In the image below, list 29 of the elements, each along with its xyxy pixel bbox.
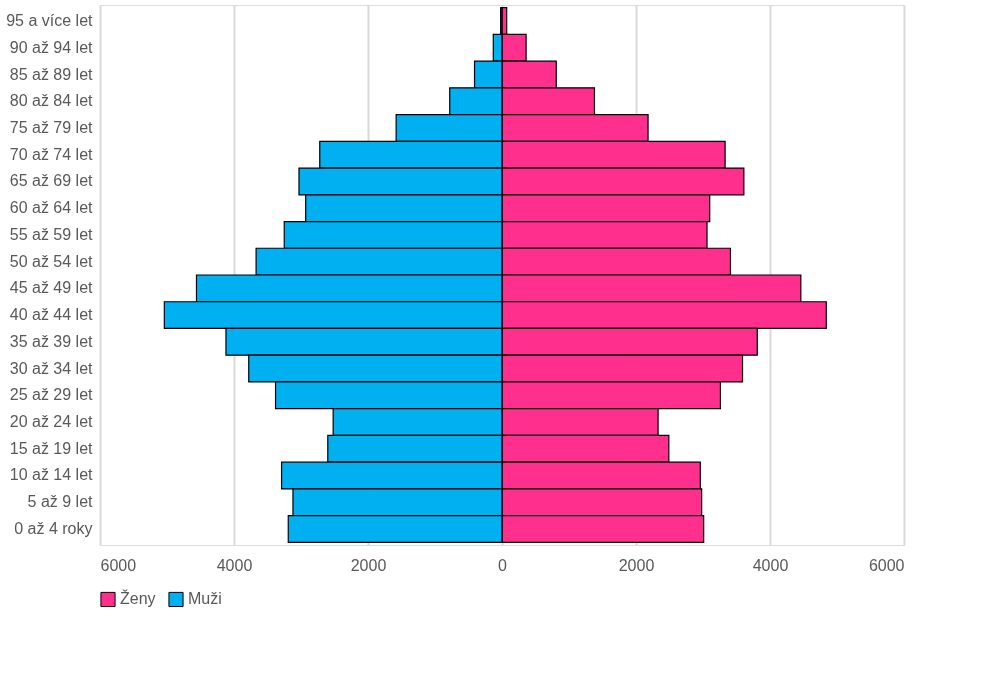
x-tick-label: 6000 xyxy=(100,556,137,574)
y-tick-label: 30 až 34 let xyxy=(9,359,94,377)
y-tick-label: 45 až 49 let xyxy=(9,279,94,297)
x-tick-label: 4000 xyxy=(216,556,253,574)
y-tick-label: 40 až 44 let xyxy=(9,306,94,324)
y-tick-label: 75 až 79 let xyxy=(9,118,94,136)
y-tick-label: 60 až 64 let xyxy=(9,199,94,217)
y-tick-label: 90 až 94 let xyxy=(9,38,94,56)
y-tick-label: 15 až 19 let xyxy=(9,439,94,457)
y-tick-label: 95 a více let xyxy=(6,12,94,30)
x-tick-label: 0 xyxy=(498,556,508,574)
y-tick-label: 50 až 54 let xyxy=(9,252,94,270)
x-tick-label: 4000 xyxy=(752,556,789,574)
y-tick-label: 25 až 29 let xyxy=(9,386,94,404)
legend-label: Muži xyxy=(188,590,222,608)
y-tick-label: 55 až 59 let xyxy=(9,225,94,243)
legend-label: Ženy xyxy=(120,589,156,608)
x-tick-label: 2000 xyxy=(618,556,655,574)
y-tick-label: 0 až 4 roky xyxy=(14,519,93,537)
y-tick-label: 10 až 14 let xyxy=(9,466,94,484)
x-tick-label: 6000 xyxy=(868,556,905,574)
y-tick-label: 5 až 9 let xyxy=(27,493,94,511)
y-tick-label: 80 až 84 let xyxy=(9,92,94,110)
y-tick-label: 65 až 69 let xyxy=(9,172,94,190)
y-tick-label: 35 až 39 let xyxy=(9,332,94,350)
y-tick-label: 70 až 74 let xyxy=(9,145,94,163)
x-tick-label: 2000 xyxy=(350,556,387,574)
y-tick-label: 20 až 24 let xyxy=(9,413,94,431)
y-tick-label: 85 až 89 let xyxy=(9,65,94,83)
